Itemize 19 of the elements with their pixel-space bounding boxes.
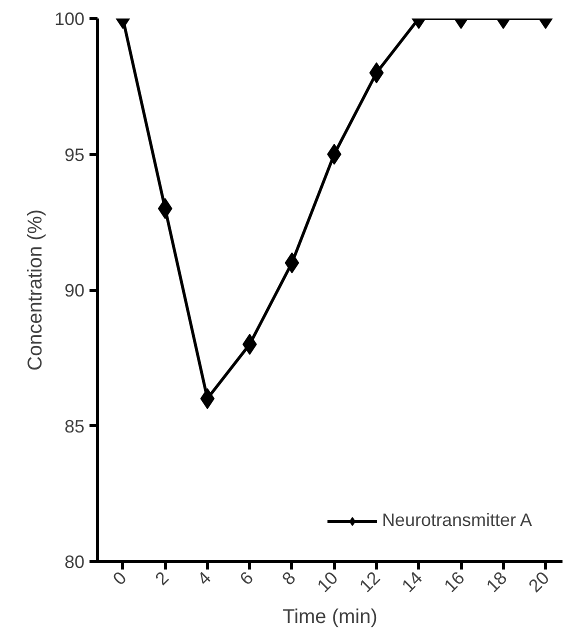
y-tick-label: 100: [54, 9, 85, 29]
x-tick-label: 12: [356, 568, 384, 596]
y-axis-title: Concentration (%): [24, 209, 46, 371]
x-tick-label: 4: [194, 568, 215, 590]
x-tick-label: 16: [440, 568, 468, 596]
legend-label: Neurotransmitter A: [382, 510, 532, 531]
y-tick-label: 90: [64, 280, 85, 300]
x-tick-label: 6: [236, 568, 258, 590]
y-tick-label: 80: [64, 552, 85, 572]
x-tick-label: 0: [109, 568, 130, 590]
x-axis-title: Time (min): [282, 606, 378, 628]
x-tick-label: 18: [482, 568, 511, 596]
y-tick-label: 85: [64, 416, 85, 436]
y-tick-label: 95: [64, 144, 85, 165]
x-tick-label: 14: [398, 568, 426, 596]
x-tick-label: 8: [278, 568, 300, 590]
x-tick-label: 10: [313, 568, 342, 596]
x-tick-label: 2: [151, 568, 173, 590]
x-tick-label: 20: [524, 568, 554, 596]
